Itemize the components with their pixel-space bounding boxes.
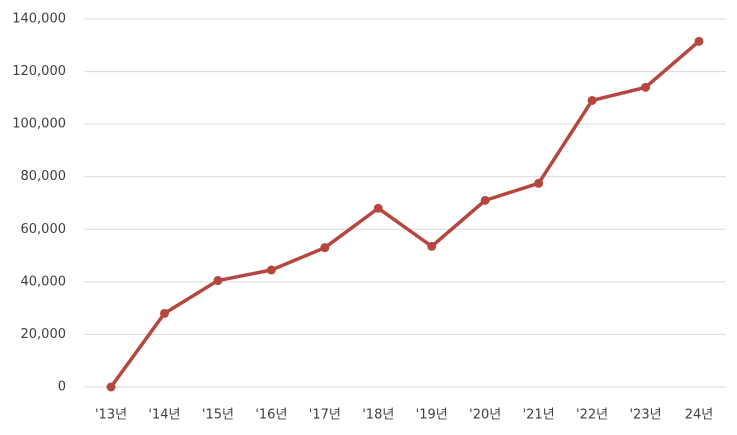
data-point: [427, 241, 437, 251]
data-point: [213, 276, 223, 286]
x-tick-label: '18년: [362, 408, 394, 423]
data-point: [266, 265, 276, 275]
y-tick-label: 120,000: [12, 64, 66, 79]
x-tick-label: '15년: [202, 408, 234, 423]
x-tick-label: '16년: [255, 408, 287, 423]
x-tick-label: '19년: [416, 408, 448, 423]
data-point: [106, 382, 116, 392]
data-point: [534, 178, 544, 188]
y-tick-label: 40,000: [21, 274, 67, 289]
data-point: [159, 308, 169, 318]
data-point: [641, 82, 651, 92]
y-tick-label: 100,000: [12, 117, 66, 132]
x-tick-label: '20년: [469, 408, 501, 423]
x-tick-label: '14년: [148, 408, 180, 423]
x-tick-label: '21년: [523, 408, 555, 423]
data-point: [587, 95, 597, 105]
data-point: [480, 195, 490, 205]
y-tick-label: 140,000: [12, 12, 66, 27]
x-tick-label: '22년: [576, 408, 608, 423]
y-tick-label: 0: [58, 380, 66, 395]
y-tick-label: 20,000: [21, 327, 67, 342]
data-point: [694, 36, 704, 46]
x-tick-label: '17년: [309, 408, 341, 423]
data-point: [320, 243, 330, 253]
data-line: [109, 40, 701, 389]
y-tick-label: 60,000: [21, 222, 67, 237]
x-tick-label: '23년: [629, 408, 661, 423]
x-tick-label: 24년: [685, 408, 714, 423]
data-point: [373, 203, 383, 213]
x-tick-label: '13년: [95, 408, 127, 423]
y-tick-label: 80,000: [21, 169, 67, 184]
